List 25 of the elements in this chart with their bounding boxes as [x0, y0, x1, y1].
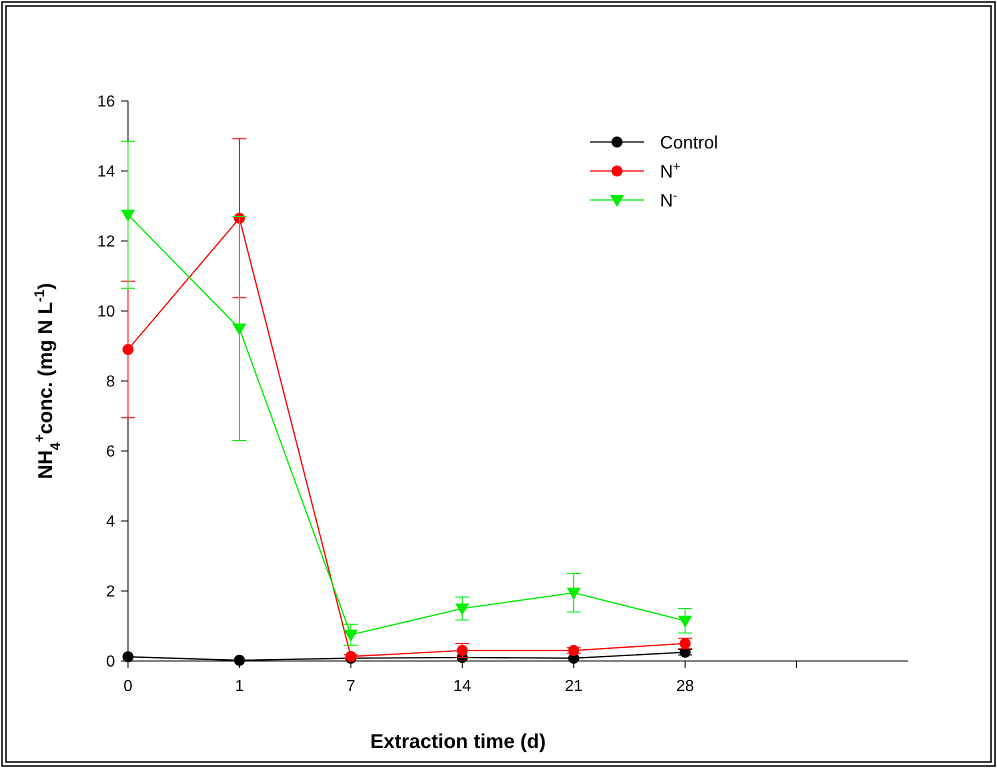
- x-tick-label: 7: [346, 678, 356, 695]
- y-tick-label: 4: [106, 514, 116, 531]
- y-tick-label: 0: [106, 654, 116, 671]
- y-tick-label: 14: [97, 164, 116, 181]
- x-tick-label: 21: [564, 678, 583, 695]
- y-tick-label: 16: [97, 94, 116, 111]
- point: [344, 630, 358, 642]
- point: [566, 588, 581, 600]
- point: [234, 654, 245, 666]
- legend-label: N$^{-}$: [660, 188, 678, 210]
- point: [455, 604, 470, 616]
- x-tick-label: 1: [234, 678, 244, 695]
- y-tick-label: 6: [106, 444, 116, 461]
- point: [232, 324, 246, 336]
- x-tick-label: 28: [676, 678, 694, 695]
- x-tick-label: 0: [124, 678, 133, 695]
- y-tick-label: 12: [97, 234, 116, 251]
- legend-label: N$^{+}$: [660, 159, 680, 182]
- y-tick-label: 8: [106, 374, 116, 391]
- y-tick-label: 2: [106, 584, 116, 601]
- point: [678, 616, 692, 628]
- y-tick-label: 10: [97, 304, 116, 321]
- x-axis-title: Extraction time (d): [370, 731, 546, 753]
- legend-label: Control: [660, 132, 718, 152]
- x-tick-label: 14: [453, 678, 472, 695]
